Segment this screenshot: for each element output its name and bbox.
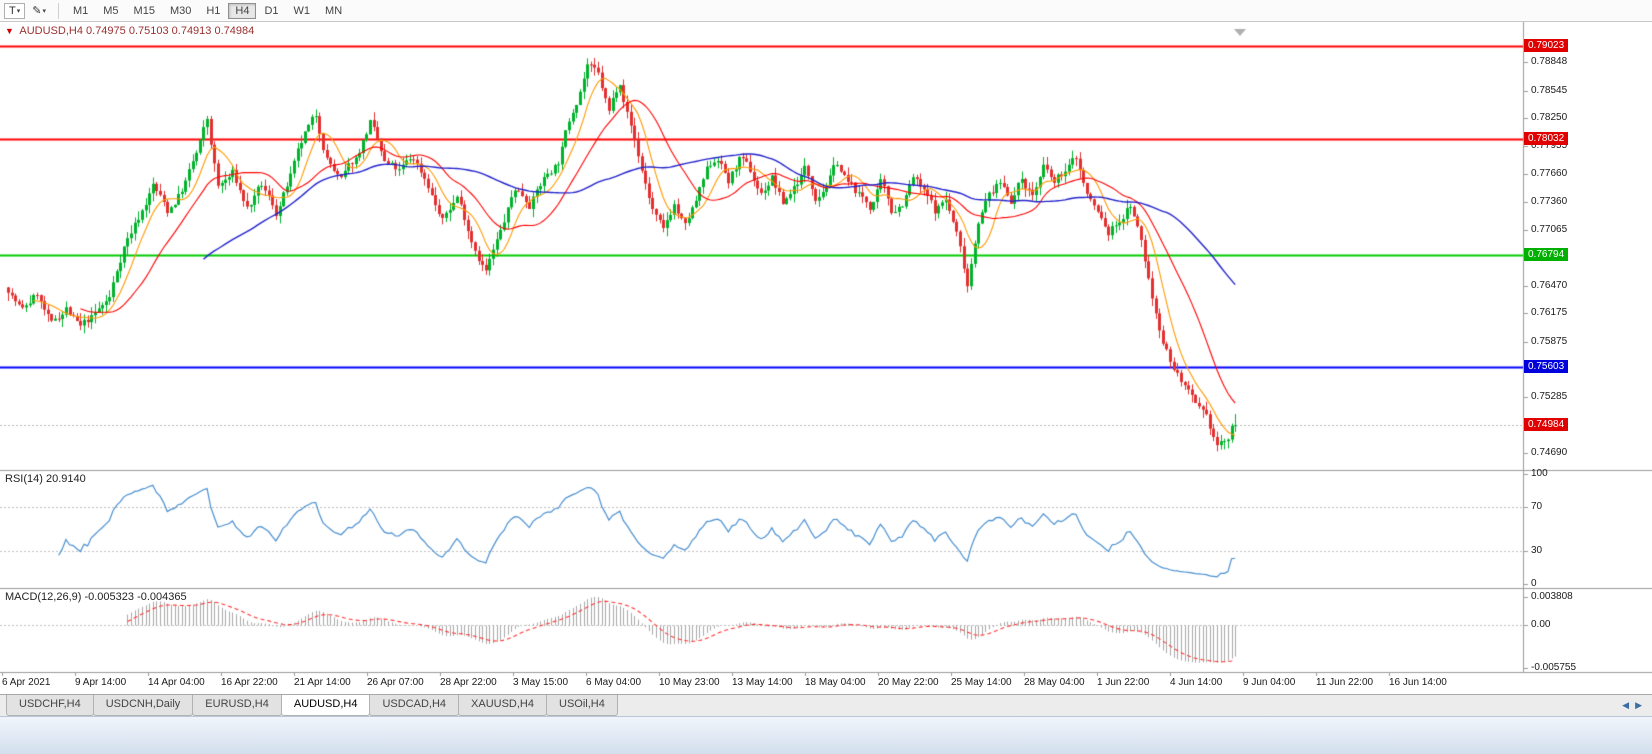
macd-tick-label: 0.00 xyxy=(1531,619,1551,630)
time-tick-label: 11 Jun 22:00 xyxy=(1316,677,1374,688)
chart-template-label: T xyxy=(9,4,16,17)
chart-symbol-ohlc-label: ▼ AUDUSD,H4 0.74975 0.75103 0.74913 0.74… xyxy=(5,25,254,37)
rsi-tick-label: 30 xyxy=(1531,545,1543,556)
symbol-marker-icon: ▼ xyxy=(5,26,14,36)
chart-tabs: USDCHF,H4 USDCNH,Daily EURUSD,H4 AUDUSD,H4 U… xyxy=(6,695,618,716)
time-tick-label: 9 Apr 14:00 xyxy=(75,677,127,688)
chart-tabs-bar: USDCHF,H4 USDCNH,Daily EURUSD,H4 AUDUSD,H4 U… xyxy=(0,694,1652,716)
rsi-tick-label: 100 xyxy=(1531,468,1548,479)
timeframe-buttons: M1 M5 M15 M30 H1 H4 D1 W1 MN xyxy=(66,2,349,19)
tab-usdchf-h4[interactable]: USDCHF,H4 xyxy=(6,695,94,716)
timeframe-m1[interactable]: M1 xyxy=(72,4,89,17)
timeframe-w1[interactable]: W1 xyxy=(293,4,311,17)
time-tick-label: 18 May 04:00 xyxy=(805,677,866,688)
toolbar-separator xyxy=(57,2,59,19)
timeframe-mn[interactable]: MN xyxy=(325,4,343,17)
macd-tick-label: 0.003808 xyxy=(1531,590,1573,602)
tab-usoil-h4[interactable]: USOil,H4 xyxy=(546,695,618,716)
price-tick-label: 0.77955 xyxy=(1531,139,1568,151)
chevron-down-icon: ▾ xyxy=(16,7,21,15)
tab-scroll-left-icon[interactable]: ◀ xyxy=(1622,700,1630,710)
price-chart-canvas[interactable] xyxy=(0,22,1652,694)
macd-tick-label: -0.005755 xyxy=(1531,661,1577,673)
timeframe-m30[interactable]: M30 xyxy=(169,4,192,17)
pencil-icon: ✎ xyxy=(32,5,42,17)
price-tick-label: 0.77660 xyxy=(1531,167,1568,179)
price-tick-label: 0.77360 xyxy=(1531,195,1568,207)
chart-area: ▼ AUDUSD,H4 0.74975 0.75103 0.74913 0.74… xyxy=(0,22,1652,694)
time-tick-label: 6 May 04:00 xyxy=(586,677,642,688)
rsi-indicator-label: RSI(14) 20.9140 xyxy=(5,473,86,485)
price-tick-label: 0.77065 xyxy=(1531,223,1568,235)
ohlc-values-label: 0.74975 0.75103 0.74913 0.74984 xyxy=(86,25,255,37)
price-line-tag: 0.79023 xyxy=(1524,38,1569,52)
status-bar xyxy=(0,716,1652,754)
chart-template-button[interactable]: T ▾ xyxy=(4,2,26,19)
time-tick-label: 20 May 22:00 xyxy=(878,677,939,688)
time-tick-label: 1 Jun 22:00 xyxy=(1097,677,1150,688)
time-tick-label: 6 Apr 2021 xyxy=(2,677,51,688)
rsi-tick-label: 70 xyxy=(1531,501,1543,512)
time-tick-label: 4 Jun 14:00 xyxy=(1170,677,1223,688)
price-tick-label: 0.76175 xyxy=(1531,307,1568,319)
price-line-tag: 0.75603 xyxy=(1524,360,1569,374)
time-tick-label: 13 May 14:00 xyxy=(732,677,793,688)
tab-audusd-h4[interactable]: AUDUSD,H4 xyxy=(280,695,371,716)
time-tick-label: 25 May 14:00 xyxy=(951,677,1012,688)
price-tick-label: 0.78545 xyxy=(1531,84,1568,96)
timeframe-m15[interactable]: M15 xyxy=(133,4,155,17)
timeframe-d1[interactable]: D1 xyxy=(264,4,279,17)
time-tick-label: 14 Apr 04:00 xyxy=(148,677,205,688)
tab-scroll-right-icon[interactable]: ▶ xyxy=(1635,700,1642,710)
time-tick-label: 3 May 15:00 xyxy=(513,677,569,688)
symbol-label: AUDUSD,H4 xyxy=(19,25,83,37)
price-tick-label: 0.78848 xyxy=(1531,56,1568,68)
time-tick-label: 21 Apr 14:00 xyxy=(294,677,351,688)
price-line-tag: 0.78032 xyxy=(1524,131,1569,145)
price-line-tag: 0.76794 xyxy=(1524,248,1569,262)
price-tick-label: 0.76470 xyxy=(1531,279,1568,291)
toolbar: T ▾ ✎ ▾ M1 M5 M15 M30 H1 H4 D1 W1 MN xyxy=(0,0,1652,22)
time-tick-label: 28 May 04:00 xyxy=(1024,677,1085,688)
timeframe-m5[interactable]: M5 xyxy=(103,4,119,17)
price-tick-label: 0.74690 xyxy=(1531,446,1568,458)
timeframe-h1[interactable]: H1 xyxy=(206,4,221,17)
time-tick-label: 9 Jun 04:00 xyxy=(1243,677,1296,688)
price-tick-label: 0.75285 xyxy=(1531,390,1568,402)
time-tick-label: 16 Apr 22:00 xyxy=(221,677,278,688)
time-tick-label: 16 Jun 14:00 xyxy=(1389,677,1447,688)
tab-usdcad-h4[interactable]: USDCAD,H4 xyxy=(369,695,460,716)
tab-eurusd-h4[interactable]: EURUSD,H4 xyxy=(192,695,282,716)
price-tick-label: 0.78250 xyxy=(1531,112,1568,124)
rsi-tick-label: 0 xyxy=(1531,578,1537,589)
time-tick-label: 28 Apr 22:00 xyxy=(440,677,497,688)
timeframe-h4[interactable]: H4 xyxy=(228,2,257,19)
tab-usdcnh-daily[interactable]: USDCNH,Daily xyxy=(92,695,194,716)
macd-indicator-label: MACD(12,26,9) -0.005323 -0.004365 xyxy=(5,591,187,603)
draw-tools-button[interactable]: ✎ ▾ xyxy=(27,2,51,19)
time-tick-label: 10 May 23:00 xyxy=(659,677,720,688)
price-tick-label: 0.75875 xyxy=(1531,335,1568,347)
time-tick-label: 26 Apr 07:00 xyxy=(367,677,424,688)
price-line-tag: 0.74984 xyxy=(1524,418,1569,432)
chevron-down-icon: ▾ xyxy=(42,7,46,15)
tab-scroll-buttons: ◀ ▶ xyxy=(1622,695,1652,716)
tab-xauusd-h4[interactable]: XAUUSD,H4 xyxy=(458,695,547,716)
